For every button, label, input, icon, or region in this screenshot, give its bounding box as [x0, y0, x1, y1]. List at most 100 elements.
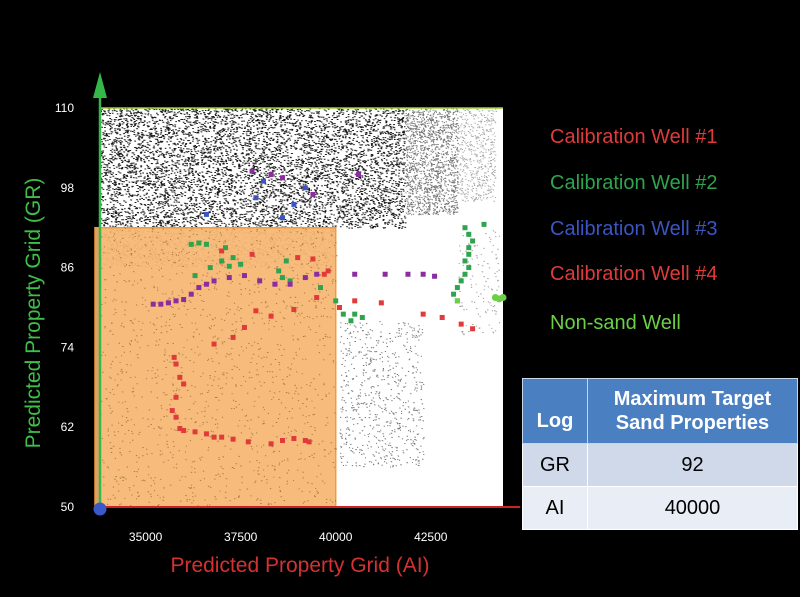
data-point — [291, 201, 297, 207]
data-point — [211, 434, 217, 440]
data-point — [466, 265, 472, 271]
data-point — [291, 436, 297, 442]
data-point — [306, 439, 312, 445]
x-tick-label: 40000 — [319, 530, 353, 544]
target-properties-table: Log Maximum Target Sand Properties GR 92… — [522, 378, 798, 530]
data-point — [287, 281, 293, 287]
data-point — [158, 301, 164, 307]
data-point — [219, 258, 225, 264]
data-point — [222, 245, 228, 251]
data-point — [171, 354, 177, 360]
data-point — [466, 251, 472, 257]
data-point — [420, 311, 426, 317]
target-sand-zone — [94, 226, 337, 508]
header-max-target-sand-properties: Maximum Target Sand Properties — [587, 378, 798, 444]
data-point — [470, 326, 476, 332]
y-axis-arrow — [93, 72, 107, 98]
y-tick-label: 74 — [61, 340, 75, 354]
data-point — [439, 314, 445, 320]
data-point — [181, 428, 187, 434]
data-point — [219, 434, 225, 440]
row-ai-value: 40000 — [587, 486, 798, 530]
table-row: GR 92 — [522, 443, 798, 487]
point-cloud-texture — [457, 108, 498, 202]
data-point — [481, 221, 487, 227]
data-point — [196, 285, 202, 291]
data-point — [173, 298, 179, 304]
y-tick-label: 110 — [55, 101, 74, 115]
data-point — [253, 195, 259, 201]
data-point — [302, 185, 308, 191]
y-tick-label: 50 — [61, 500, 75, 514]
data-point — [340, 311, 346, 317]
point-cloud-texture — [100, 108, 407, 229]
legend-non-sand-well: Non-sand Well — [550, 312, 681, 334]
data-point — [241, 273, 247, 279]
data-point — [203, 281, 209, 287]
data-point — [356, 172, 362, 177]
data-point — [196, 240, 202, 246]
series-4 — [150, 168, 438, 307]
data-point — [302, 275, 308, 281]
legend-calibration-well-4: Calibration Well #4 — [550, 263, 718, 285]
data-point — [352, 298, 358, 304]
data-point — [268, 313, 274, 319]
data-point — [451, 291, 457, 297]
data-point — [257, 278, 263, 284]
data-point — [279, 215, 285, 221]
axes — [93, 72, 520, 516]
data-point — [203, 431, 209, 437]
data-point — [470, 238, 476, 244]
origin-dot — [93, 502, 107, 516]
data-point — [188, 291, 194, 297]
data-point — [352, 311, 358, 317]
data-point — [230, 255, 236, 261]
sparse-point-cloud — [339, 230, 501, 468]
data-point — [462, 225, 468, 231]
data-point — [230, 334, 236, 340]
data-point — [272, 281, 278, 287]
data-point — [177, 426, 183, 432]
data-point — [454, 285, 460, 291]
data-point — [295, 255, 301, 261]
legend-calibration-well-3: Calibration Well #3 — [550, 218, 718, 240]
data-point — [207, 265, 213, 271]
data-point — [291, 306, 297, 312]
data-point — [245, 439, 251, 445]
data-point — [192, 429, 198, 435]
x-axis-label: Predicted Property Grid (AI) — [170, 554, 429, 577]
data-point — [238, 261, 244, 267]
data-point — [203, 241, 209, 247]
data-point — [230, 436, 236, 442]
header-log: Log — [522, 378, 588, 444]
data-point — [219, 248, 225, 254]
series-5 — [454, 294, 507, 304]
ticks: 50 62 74 86 98 110 35000 37500 40000 42500 — [55, 101, 448, 544]
data-point — [499, 294, 507, 302]
data-point — [241, 324, 247, 330]
x-tick-label: 37500 — [224, 530, 258, 544]
data-point — [458, 278, 464, 284]
series-3 — [203, 178, 308, 221]
data-point — [348, 318, 354, 324]
data-point — [173, 361, 179, 367]
data-point — [226, 275, 232, 281]
data-point — [173, 394, 179, 400]
data-point — [279, 438, 285, 443]
row-gr-value: 92 — [587, 443, 798, 487]
data-point — [279, 175, 285, 181]
data-point — [188, 241, 194, 247]
data-point — [283, 258, 289, 264]
table-header-row: Log Maximum Target Sand Properties — [522, 378, 798, 444]
data-point — [458, 321, 464, 327]
legend-calibration-well-2: Calibration Well #2 — [550, 172, 718, 194]
data-point — [177, 374, 183, 380]
x-tick-label: 42500 — [414, 530, 448, 544]
data-point — [260, 178, 266, 184]
series-layer — [150, 168, 507, 447]
data-point — [337, 305, 343, 310]
data-point — [420, 271, 426, 277]
y-tick-label: 62 — [61, 420, 75, 434]
series-2 — [188, 221, 487, 324]
data-point — [454, 298, 460, 304]
